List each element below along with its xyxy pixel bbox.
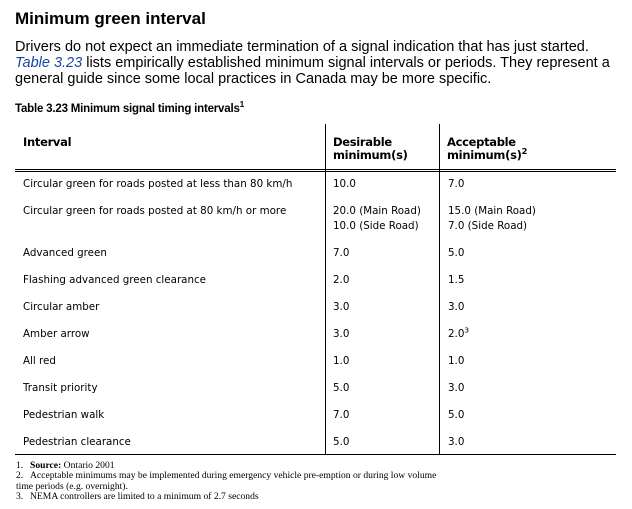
caption-footnote-marker: 1 — [239, 100, 245, 110]
table-caption-text: Table 3.23 Minimum signal timing interva… — [15, 103, 240, 115]
intro-paragraph: Drivers do not expect an immediate termi… — [15, 39, 615, 87]
interval-cell: Circular amber — [23, 301, 100, 313]
acceptable-footnote-marker: 2 — [521, 145, 528, 156]
header-desirable-line1: Desirable — [333, 135, 392, 149]
desirable-cell: 1.0 — [333, 355, 350, 367]
table-caption: Table 3.23 Minimum signal timing interva… — [15, 100, 245, 116]
interval-cell: Circular green for roads posted at less … — [23, 178, 293, 190]
desirable-cell: 7.0 — [333, 409, 350, 421]
header-rule-top — [15, 169, 616, 170]
footnote-number: 1. — [16, 460, 24, 471]
table-footnotes: 1. Source: Ontario 2001 2. Acceptable mi… — [16, 460, 616, 503]
header-desirable-line2: minimum(s) — [333, 147, 408, 162]
interval-cell: Advanced green — [23, 247, 107, 259]
desirable-cell: 10.0 — [333, 178, 356, 190]
footnote-text: Acceptable minimums may be implemented d… — [30, 470, 437, 482]
interval-cell: Pedestrian clearance — [23, 436, 131, 448]
acceptable-cell: 3.0 — [448, 301, 465, 313]
footnote: 3. NEMA controllers are limited to a min… — [16, 491, 616, 503]
footnote-number: 3. — [16, 491, 24, 503]
header-rule-bottom — [15, 171, 616, 172]
desirable-cell: 2.0 — [333, 274, 350, 286]
desirable-cell: 7.0 — [333, 247, 350, 259]
desirable-cell: 3.0 — [333, 328, 350, 340]
column-divider-1 — [325, 124, 326, 454]
footnote-label: Source: — [30, 460, 62, 471]
amber-arrow-footnote-marker: 3 — [464, 325, 470, 335]
interval-cell: Amber arrow — [23, 328, 90, 340]
interval-cell: Transit priority — [23, 382, 98, 394]
interval-cell: Circular green for roads posted at 80 km… — [23, 205, 287, 217]
desirable-cell: 5.0 — [333, 382, 350, 394]
acceptable-cell: 15.0 (Main Road) 7.0 (Side Road) — [448, 204, 536, 234]
interval-cell: Pedestrian walk — [23, 409, 105, 421]
footnote: 1. Source: Ontario 2001 — [16, 460, 616, 471]
acceptable-cell: 7.0 — [448, 178, 465, 190]
footnote-text: Ontario 2001 — [63, 460, 115, 471]
acceptable-cell: 3.0 — [448, 382, 465, 394]
acceptable-cell: 5.0 — [448, 247, 465, 259]
header-desirable: Desirable minimum(s) — [333, 136, 408, 161]
header-interval: Interval — [23, 135, 72, 149]
column-divider-2 — [439, 124, 440, 454]
header-acceptable-line2: minimum(s) — [447, 147, 522, 162]
acceptable-cell: 2.03 — [448, 325, 470, 342]
acceptable-value: 2.0 — [448, 328, 465, 340]
table-reference-link[interactable]: Table 3.23 — [15, 55, 83, 71]
interval-cell: Flashing advanced green clearance — [23, 274, 207, 286]
acceptable-cell: 5.0 — [448, 409, 465, 421]
intro-text-end: lists empirically established minimum si… — [15, 55, 610, 87]
desirable-cell: 5.0 — [333, 436, 350, 448]
footnote-text: NEMA controllers are limited to a minimu… — [30, 491, 259, 503]
footnote: 2. Acceptable minimums may be implemente… — [16, 470, 616, 482]
footnote-number: 2. — [16, 470, 24, 482]
desirable-cell: 20.0 (Main Road) 10.0 (Side Road) — [333, 204, 421, 234]
desirable-main-road: 20.0 (Main Road) — [333, 205, 421, 217]
acceptable-cell: 3.0 — [448, 436, 465, 448]
table-bottom-rule — [15, 454, 616, 455]
acceptable-cell: 1.0 — [448, 355, 465, 367]
header-acceptable: Acceptable minimum(s)2 — [447, 136, 527, 161]
footnote-continuation: time periods (e.g. overnight). — [16, 480, 128, 492]
header-acceptable-line1: Acceptable — [447, 135, 516, 149]
desirable-side-road: 10.0 (Side Road) — [333, 220, 419, 232]
header-interval-label: Interval — [23, 135, 72, 149]
acceptable-side-road: 7.0 (Side Road) — [448, 220, 528, 232]
desirable-cell: 3.0 — [333, 301, 350, 313]
section-heading: Minimum green interval — [15, 9, 206, 28]
acceptable-cell: 1.5 — [448, 274, 465, 286]
intro-text-start: Drivers do not expect an immediate termi… — [15, 39, 589, 55]
interval-cell: All red — [23, 355, 56, 367]
acceptable-main-road: 15.0 (Main Road) — [448, 205, 536, 217]
